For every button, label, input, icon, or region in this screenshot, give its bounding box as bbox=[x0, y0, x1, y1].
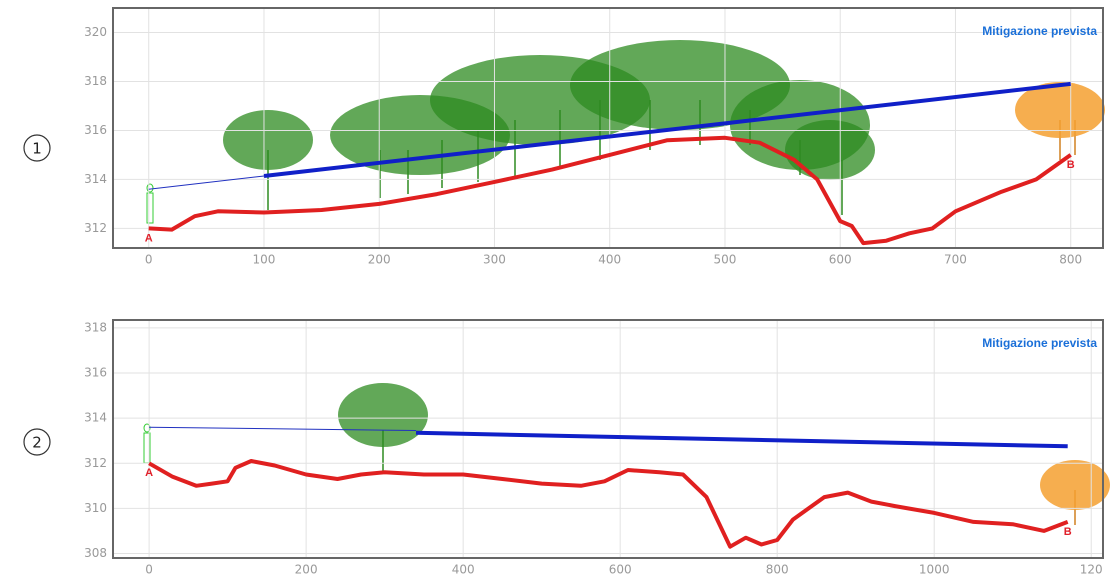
y-tick-label: 310 bbox=[84, 501, 107, 515]
annotation: Mitigazione prevista bbox=[982, 336, 1097, 350]
y-tick-label: 320 bbox=[84, 25, 107, 39]
x-tick-label: 800 bbox=[1059, 253, 1082, 267]
x-tick-label: 600 bbox=[829, 253, 852, 267]
tree-decoration bbox=[223, 40, 875, 472]
x-tick-label: 120 bbox=[1080, 563, 1103, 577]
profile-line bbox=[149, 426, 417, 431]
point-label: A bbox=[145, 232, 153, 244]
y-tick-label: 314 bbox=[84, 172, 107, 186]
x-tick-label: 600 bbox=[609, 563, 632, 577]
x-tick-label: 100 bbox=[253, 253, 276, 267]
x-tick-label: 200 bbox=[295, 563, 318, 577]
y-tick-label: 318 bbox=[84, 320, 107, 334]
y-tick-label: 318 bbox=[84, 74, 107, 88]
x-tick-label: 500 bbox=[714, 253, 737, 267]
profile-line bbox=[148, 175, 265, 190]
y-tick-label: 312 bbox=[84, 221, 107, 235]
y-tick-label: 316 bbox=[84, 366, 107, 380]
profile-line bbox=[148, 135, 1072, 246]
point-label: A bbox=[145, 467, 153, 479]
x-tick-label: 200 bbox=[368, 253, 391, 267]
x-tick-label: 0 bbox=[145, 563, 153, 577]
profile-line bbox=[148, 459, 1069, 549]
x-tick-label: 700 bbox=[944, 253, 967, 267]
x-tick-label: 0 bbox=[145, 253, 153, 267]
point-label: B bbox=[1067, 159, 1075, 171]
point-label: B bbox=[1064, 526, 1072, 538]
panel-circle bbox=[23, 428, 51, 456]
x-tick-label: 300 bbox=[483, 253, 506, 267]
profile-line bbox=[263, 81, 1071, 178]
x-tick-label: 800 bbox=[766, 563, 789, 577]
y-tick-label: 314 bbox=[84, 411, 107, 425]
tree-decoration bbox=[1015, 82, 1110, 525]
plot-frame bbox=[112, 319, 1104, 559]
panel-label: 2 bbox=[32, 434, 42, 452]
x-tick-label: 400 bbox=[452, 563, 475, 577]
x-tick-label: 1000 bbox=[919, 563, 950, 577]
panel-label: 1 bbox=[32, 140, 42, 158]
annotation: Mitigazione prevista bbox=[982, 24, 1097, 38]
profile-line bbox=[415, 430, 1068, 449]
x-tick-label: 400 bbox=[598, 253, 621, 267]
y-tick-label: 308 bbox=[84, 546, 107, 560]
panel-circle bbox=[23, 134, 51, 162]
y-tick-label: 312 bbox=[84, 456, 107, 470]
y-tick-label: 316 bbox=[84, 123, 107, 137]
plot-frame bbox=[112, 7, 1104, 249]
